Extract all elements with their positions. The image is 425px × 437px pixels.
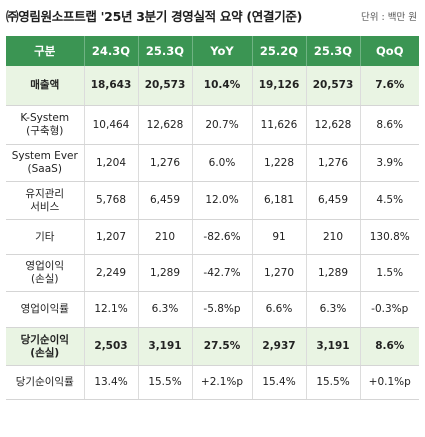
cell: 12.0%: [192, 181, 253, 220]
cell: 18,643: [84, 66, 139, 106]
cell: 27.5%: [192, 327, 253, 366]
cell: 15.5%: [138, 365, 193, 400]
row-label: 매출액: [6, 66, 85, 106]
header-yoy: YoY: [192, 36, 253, 66]
cell: 2,937: [252, 327, 307, 366]
table-row: System Ever (SaaS) 1,204 1,276 6.0% 1,228…: [6, 144, 419, 182]
row-label: 기타: [6, 219, 85, 255]
title-row: ㈜영림원소프트랩 '25년 3분기 경영실적 요약 (연결기준) 단위 : 백만…: [6, 3, 419, 25]
cell: 3,191: [306, 327, 361, 366]
cell: 12,628: [306, 105, 361, 145]
cell: 3,191: [138, 327, 193, 366]
earnings-table: 구분 24.3Q 25.3Q YoY 25.2Q 25.3Q QoQ 매출액 1…: [6, 36, 419, 400]
cell: 91: [252, 219, 307, 255]
row-label: 당기순이익 (손실): [6, 327, 85, 366]
cell: 3.9%: [360, 144, 419, 182]
header-row: 구분 24.3Q 25.3Q YoY 25.2Q 25.3Q QoQ: [6, 36, 419, 66]
cell: 2,249: [84, 254, 139, 292]
cell: 1,276: [138, 144, 193, 182]
table-row: 매출액 18,643 20,573 10.4% 19,126 20,573 7.…: [6, 66, 419, 106]
table-row: 영업이익률 12.1% 6.3% -5.8%p 6.6% 6.3% -0.3%p: [6, 291, 419, 328]
cell: -0.3%p: [360, 291, 419, 328]
cell: 210: [138, 219, 193, 255]
cell: 10,464: [84, 105, 139, 145]
cell: 1,270: [252, 254, 307, 292]
cell: 13.4%: [84, 365, 139, 400]
header-25-2q: 25.2Q: [252, 36, 307, 66]
table-row: 기타 1,207 210 -82.6% 91 210 130.8%: [6, 219, 419, 255]
cell: 1,228: [252, 144, 307, 182]
cell: 1,289: [306, 254, 361, 292]
row-label: K-System (구축형): [6, 105, 85, 145]
cell: 7.6%: [360, 66, 419, 106]
cell: 6,459: [138, 181, 193, 220]
row-label: 영업이익 (손실): [6, 254, 85, 292]
cell: 6.0%: [192, 144, 253, 182]
cell: 20,573: [138, 66, 193, 106]
cell: -82.6%: [192, 219, 253, 255]
cell: 15.4%: [252, 365, 307, 400]
table-title: ㈜영림원소프트랩 '25년 3분기 경영실적 요약 (연결기준): [6, 9, 303, 24]
cell: 4.5%: [360, 181, 419, 220]
cell: 10.4%: [192, 66, 253, 106]
cell: 6.3%: [138, 291, 193, 328]
cell: 210: [306, 219, 361, 255]
row-label: 영업이익률: [6, 291, 85, 328]
cell: 6,181: [252, 181, 307, 220]
table-row: 영업이익 (손실) 2,249 1,289 -42.7% 1,270 1,289 …: [6, 254, 419, 292]
header-category: 구분: [6, 36, 85, 66]
cell: +2.1%p: [192, 365, 253, 400]
table-row: 유지관리 서비스 5,768 6,459 12.0% 6,181 6,459 4.…: [6, 181, 419, 220]
cell: 1,204: [84, 144, 139, 182]
cell: 19,126: [252, 66, 307, 106]
cell: 1,289: [138, 254, 193, 292]
cell: 1,207: [84, 219, 139, 255]
cell: 11,626: [252, 105, 307, 145]
cell: 15.5%: [306, 365, 361, 400]
header-qoq: QoQ: [360, 36, 419, 66]
table-row: K-System (구축형) 10,464 12,628 20.7% 11,626…: [6, 105, 419, 145]
cell: -42.7%: [192, 254, 253, 292]
cell: 1.5%: [360, 254, 419, 292]
table-row: 당기순이익률 13.4% 15.5% +2.1%p 15.4% 15.5% +0…: [6, 365, 419, 400]
cell: 12.1%: [84, 291, 139, 328]
cell: 6,459: [306, 181, 361, 220]
cell: 2,503: [84, 327, 139, 366]
cell: 12,628: [138, 105, 193, 145]
cell: +0.1%p: [360, 365, 419, 400]
cell: 6.3%: [306, 291, 361, 328]
row-label: 유지관리 서비스: [6, 181, 85, 220]
row-label: 당기순이익률: [6, 365, 85, 400]
header-25-3q: 25.3Q: [138, 36, 193, 66]
cell: 5,768: [84, 181, 139, 220]
cell: 8.6%: [360, 327, 419, 366]
cell: 8.6%: [360, 105, 419, 145]
unit-note: 단위 : 백만 원: [361, 12, 417, 23]
cell: 20,573: [306, 66, 361, 106]
cell: 6.6%: [252, 291, 307, 328]
cell: 130.8%: [360, 219, 419, 255]
cell: 1,276: [306, 144, 361, 182]
header-25-3q-b: 25.3Q: [306, 36, 361, 66]
table-row: 당기순이익 (손실) 2,503 3,191 27.5% 2,937 3,191 …: [6, 327, 419, 366]
row-label: System Ever (SaaS): [6, 144, 85, 182]
cell: 20.7%: [192, 105, 253, 145]
header-24-3q: 24.3Q: [84, 36, 139, 66]
cell: -5.8%p: [192, 291, 253, 328]
